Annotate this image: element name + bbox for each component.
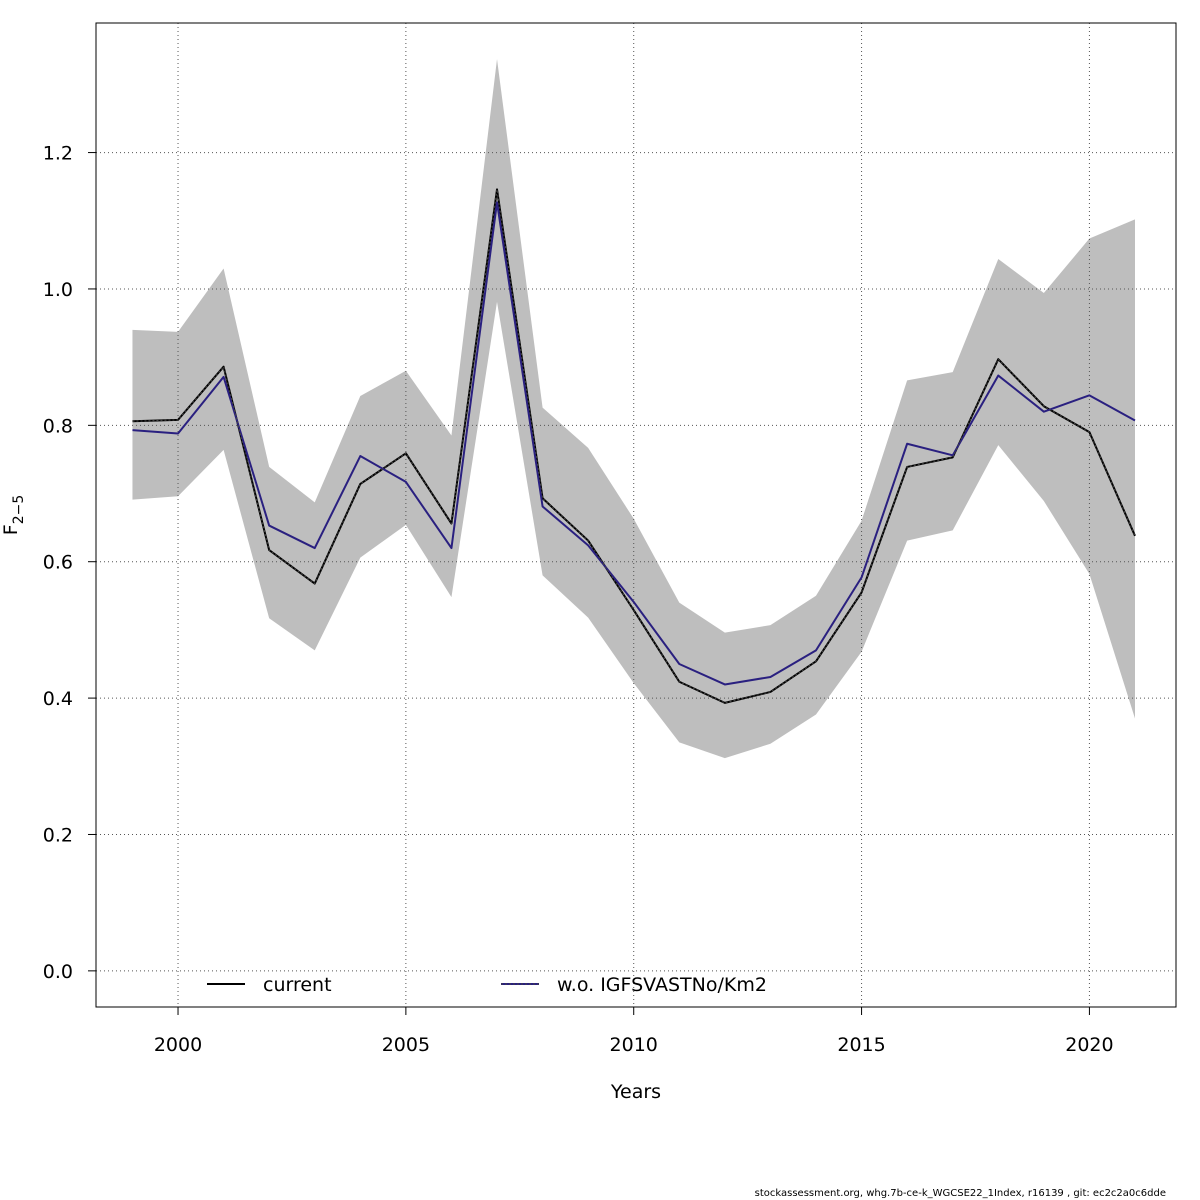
- y-axis-title-main: F: [0, 524, 22, 535]
- axis-layer: 2000 2005 2010 2015 2020 0.0 0.2 0.4 0.6 0.8 1.0 1.…: [43, 143, 1114, 1056]
- legend-label-alt: w.o. IGFSVASTNo/Km2: [557, 974, 767, 996]
- x-tick-label-2015: 2015: [837, 1034, 885, 1056]
- y-tick-label-5: 1.0: [43, 279, 73, 301]
- footer-credit: stockassessment.org, whg.7b-ce-k_WGCSE22…: [754, 1188, 1166, 1199]
- x-tick-label-2020: 2020: [1065, 1034, 1113, 1056]
- legend-label-current: current: [263, 974, 332, 996]
- y-tick-label-0: 0.0: [43, 961, 73, 983]
- y-tick-label-2: 0.4: [43, 688, 73, 710]
- plot-frame: [95, 22, 1177, 1008]
- x-axis-title: Years: [610, 1081, 661, 1103]
- grid-layer: [96, 23, 1176, 1007]
- y-tick-label-4: 0.8: [43, 415, 73, 437]
- series-line-current-dashed: [132, 189, 1136, 704]
- y-tick-label-6: 1.2: [43, 143, 73, 165]
- series-line-alt: [132, 201, 1136, 686]
- x-tick-label-2005: 2005: [382, 1034, 430, 1056]
- y-axis-title: F2−5: [0, 495, 27, 535]
- legend: current w.o. IGFSVASTNo/Km2: [207, 974, 767, 996]
- confidence-band-layer: [132, 59, 1135, 759]
- x-tick-label-2010: 2010: [610, 1034, 658, 1056]
- x-tick-label-2000: 2000: [154, 1034, 202, 1056]
- y-tick-label-3: 0.6: [43, 552, 73, 574]
- series-layer: [132, 188, 1136, 704]
- confidence-band: [132, 59, 1135, 759]
- y-tick-label-1: 0.2: [43, 824, 73, 846]
- y-axis-title-subscript: 2−5: [11, 495, 27, 525]
